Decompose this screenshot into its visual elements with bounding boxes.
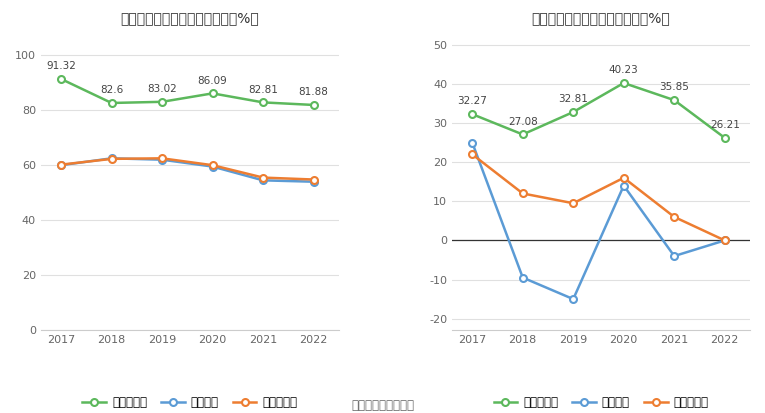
Legend: 公司毛利率, 行业均值, 行业中位数: 公司毛利率, 行业均值, 行业中位数: [78, 391, 302, 413]
Legend: 公司净利率, 行业均值, 行业中位数: 公司净利率, 行业均值, 行业中位数: [489, 391, 713, 413]
Text: 32.81: 32.81: [558, 94, 588, 104]
Text: 数据来源：恒生聚源: 数据来源：恒生聚源: [351, 399, 414, 412]
Title: 电魂网络历年净利率变化情况（%）: 电魂网络历年净利率变化情况（%）: [532, 11, 670, 25]
Text: 40.23: 40.23: [609, 65, 639, 75]
Text: 35.85: 35.85: [659, 83, 689, 93]
Text: 82.81: 82.81: [248, 85, 278, 95]
Text: 82.6: 82.6: [100, 85, 123, 95]
Text: 27.08: 27.08: [508, 117, 538, 127]
Text: 81.88: 81.88: [298, 87, 328, 97]
Text: 91.32: 91.32: [46, 61, 76, 71]
Title: 电魂网络历年毛利率变化情况（%）: 电魂网络历年毛利率变化情况（%）: [120, 11, 259, 25]
Text: 32.27: 32.27: [457, 96, 487, 107]
Text: 26.21: 26.21: [710, 120, 740, 130]
Text: 83.02: 83.02: [147, 84, 177, 94]
Text: 86.09: 86.09: [197, 76, 227, 85]
